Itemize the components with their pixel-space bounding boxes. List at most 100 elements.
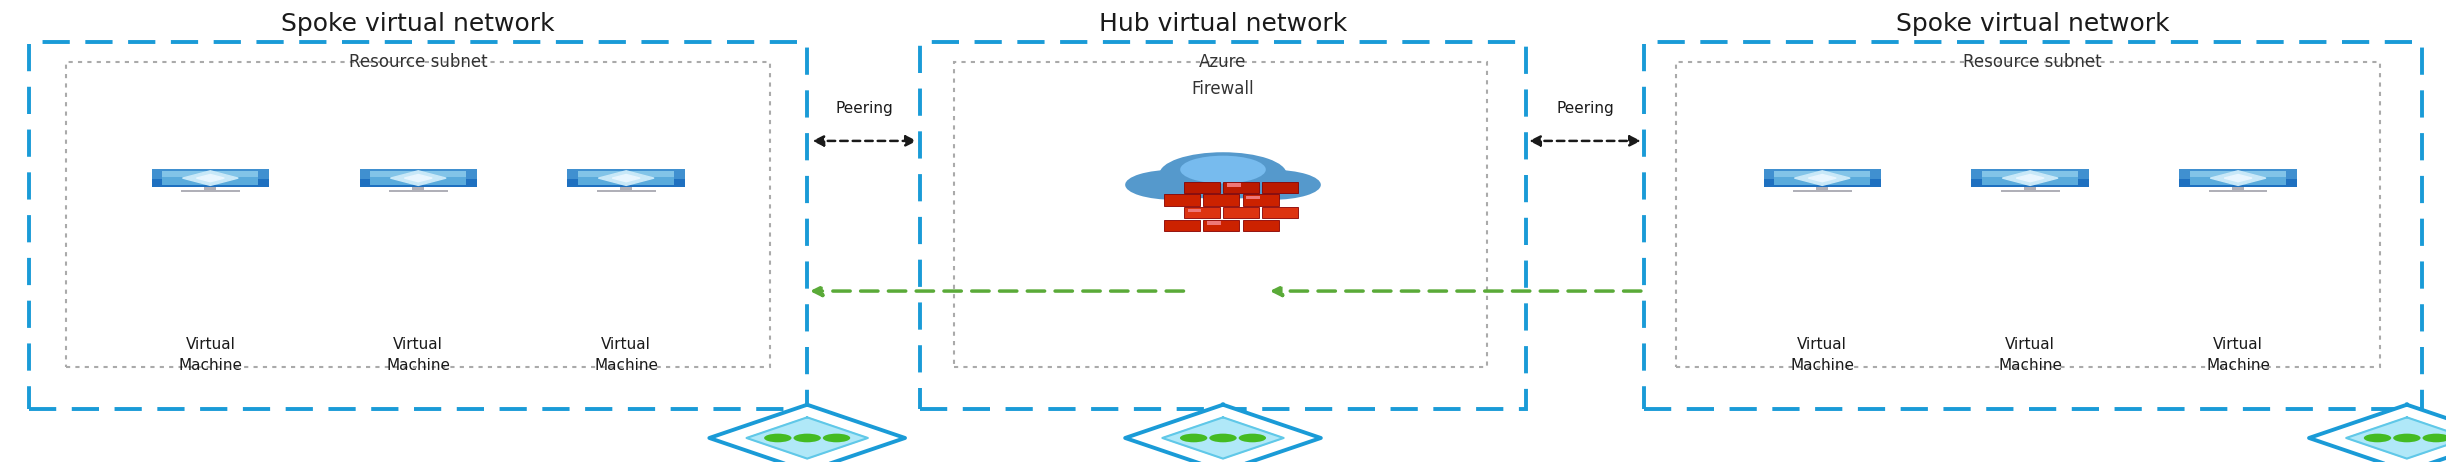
Text: Virtual
Machine: Virtual Machine	[594, 337, 658, 373]
Bar	[1243, 195, 1279, 206]
Polygon shape	[2003, 171, 2057, 185]
Text: Virtual
Machine: Virtual Machine	[2206, 337, 2270, 373]
Ellipse shape	[1238, 434, 1267, 442]
Bar	[1793, 190, 1852, 192]
Polygon shape	[612, 175, 641, 182]
Bar	[2179, 169, 2297, 187]
Polygon shape	[709, 405, 905, 462]
Bar	[1184, 207, 1221, 219]
Text: Resource subnet: Resource subnet	[1964, 53, 2101, 71]
Bar	[29, 42, 807, 409]
Ellipse shape	[2363, 434, 2392, 442]
Bar	[567, 169, 685, 187]
Bar	[1971, 169, 2089, 179]
Bar	[2025, 187, 2035, 190]
Ellipse shape	[1223, 170, 1321, 200]
Bar	[2001, 190, 2060, 192]
Bar	[413, 187, 423, 190]
Ellipse shape	[793, 434, 822, 442]
Bar	[1981, 171, 2079, 185]
Bar	[1817, 187, 1827, 190]
Text: Spoke virtual network: Spoke virtual network	[1896, 12, 2170, 36]
Bar	[360, 169, 477, 179]
Polygon shape	[2346, 417, 2446, 459]
Bar	[567, 169, 685, 179]
Bar	[577, 171, 675, 185]
Bar	[1262, 207, 1299, 219]
Bar	[1243, 220, 1279, 231]
Polygon shape	[196, 175, 225, 182]
Bar	[2179, 169, 2297, 179]
Polygon shape	[746, 417, 868, 459]
Bar	[1773, 171, 1871, 185]
Bar	[1764, 169, 1881, 187]
Bar	[597, 190, 656, 192]
Bar	[152, 169, 269, 179]
Text: Resource subnet: Resource subnet	[350, 53, 487, 71]
Bar	[577, 171, 675, 177]
Ellipse shape	[1179, 434, 1208, 442]
Polygon shape	[1125, 405, 1321, 462]
Bar	[2209, 190, 2267, 192]
Polygon shape	[404, 175, 433, 182]
Polygon shape	[1808, 175, 1837, 182]
Bar	[389, 190, 448, 192]
Polygon shape	[183, 171, 237, 185]
Bar	[2233, 187, 2243, 190]
Bar	[1228, 183, 1240, 187]
Ellipse shape	[1152, 180, 1294, 199]
Bar	[369, 171, 467, 177]
Text: Virtual
Machine: Virtual Machine	[179, 337, 242, 373]
Bar	[1676, 62, 2380, 367]
Polygon shape	[2016, 175, 2045, 182]
Bar	[1223, 207, 1260, 219]
Ellipse shape	[2422, 434, 2446, 442]
Text: Azure
Firewall: Azure Firewall	[1191, 53, 1255, 97]
Bar	[1184, 182, 1221, 193]
Bar	[2189, 171, 2287, 177]
Bar	[1208, 221, 1221, 225]
Bar	[1164, 220, 1201, 231]
Bar	[1764, 169, 1881, 179]
Bar	[1203, 195, 1240, 206]
Bar	[205, 187, 215, 190]
Bar	[161, 171, 259, 185]
Polygon shape	[599, 171, 653, 185]
Text: Hub virtual network: Hub virtual network	[1098, 12, 1348, 36]
Polygon shape	[1795, 171, 1849, 185]
Bar	[360, 169, 477, 187]
Text: Virtual
Machine: Virtual Machine	[1998, 337, 2062, 373]
Bar	[1247, 196, 1260, 199]
Ellipse shape	[1125, 170, 1223, 200]
Bar	[1981, 171, 2079, 177]
Bar	[1189, 209, 1201, 212]
Bar	[1203, 220, 1240, 231]
Text: Peering: Peering	[837, 101, 893, 116]
Polygon shape	[391, 171, 445, 185]
Text: Peering: Peering	[1556, 101, 1614, 116]
Polygon shape	[1162, 417, 1284, 459]
Bar	[621, 187, 631, 190]
Ellipse shape	[2392, 434, 2422, 442]
Ellipse shape	[1159, 152, 1287, 196]
Text: Virtual
Machine: Virtual Machine	[1790, 337, 1854, 373]
Bar	[920, 42, 1526, 409]
Text: Virtual
Machine: Virtual Machine	[386, 337, 450, 373]
Bar	[181, 190, 240, 192]
Bar	[2189, 171, 2287, 185]
Ellipse shape	[822, 434, 851, 442]
Bar	[369, 171, 467, 185]
Ellipse shape	[763, 434, 793, 442]
Polygon shape	[2223, 175, 2253, 182]
Bar	[954, 62, 1487, 367]
Bar	[1644, 42, 2422, 409]
Ellipse shape	[1208, 434, 1238, 442]
Bar	[1773, 171, 1871, 177]
Polygon shape	[2309, 405, 2446, 462]
Text: Spoke virtual network: Spoke virtual network	[281, 12, 555, 36]
Bar	[1262, 182, 1299, 193]
Ellipse shape	[1179, 156, 1267, 183]
Bar	[161, 171, 259, 177]
Bar	[66, 62, 770, 367]
Bar	[1971, 169, 2089, 187]
